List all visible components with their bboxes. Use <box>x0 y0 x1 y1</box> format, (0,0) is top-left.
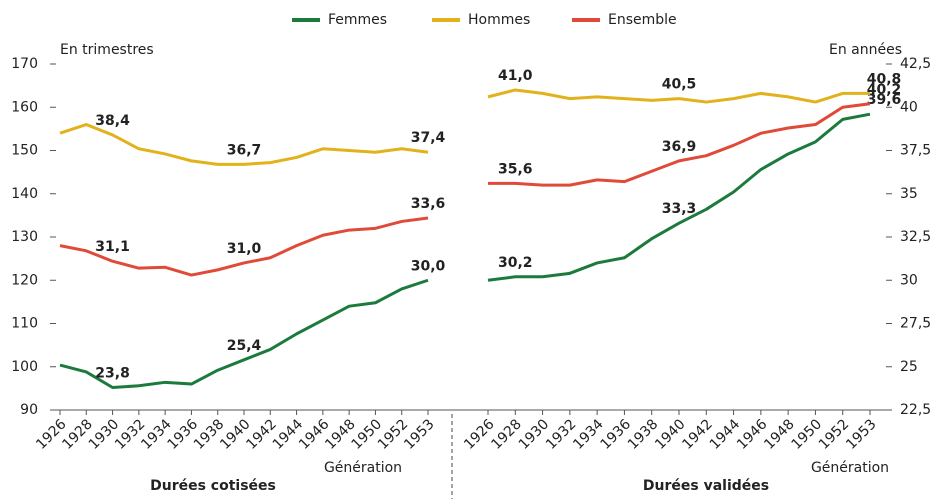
legend-label: Femmes <box>328 12 387 28</box>
y-tick-label: 90 <box>20 402 38 418</box>
x-tick-label: 1948 <box>761 416 798 453</box>
x-tick-label: 1928 <box>488 416 525 453</box>
x-tick-label: 1946 <box>734 416 771 453</box>
x-axis-label: Génération <box>811 460 889 476</box>
line-series <box>487 88 870 104</box>
x-tick-label: 1930 <box>516 416 553 453</box>
data-label: 40,2 <box>867 82 902 98</box>
legend-label: Hommes <box>468 12 530 28</box>
y2-tick-label: 37,5 <box>900 143 931 159</box>
x-tick-label: 1936 <box>598 416 635 453</box>
y2-tick-label: 27,5 <box>900 316 931 332</box>
x-tick-label: 1932 <box>543 416 580 453</box>
y-tick-label: 150 <box>11 143 38 159</box>
data-label: 33,6 <box>411 196 446 212</box>
data-label: 30,0 <box>411 258 446 274</box>
legend-label: Ensemble <box>608 12 677 28</box>
y2-tick-label: 35 <box>900 186 918 202</box>
data-label: 31,1 <box>95 239 130 255</box>
x-tick-label: 1938 <box>625 416 662 453</box>
y-tick-label: 160 <box>11 99 38 115</box>
line-series <box>59 123 429 166</box>
line-series <box>59 278 429 390</box>
data-label: 39,6 <box>867 92 902 108</box>
x-tick-label: 1952 <box>816 416 853 453</box>
x-axis-label: Génération <box>324 460 402 476</box>
panel-title: Durées cotisées <box>150 478 276 494</box>
y-tick-label: 100 <box>11 359 38 375</box>
y-tick-label: 120 <box>11 272 38 288</box>
data-label: 23,8 <box>95 366 130 382</box>
data-label: 30,2 <box>498 255 533 271</box>
line-series <box>59 216 429 277</box>
x-tick-label: 1953 <box>843 416 880 453</box>
y2-tick-label: 40 <box>900 99 918 115</box>
y2-tick-label: 25 <box>900 359 918 375</box>
y-axis-label: En trimestres <box>60 42 154 58</box>
y-tick-label: 110 <box>11 316 38 332</box>
data-label: 38,4 <box>95 113 130 129</box>
y-tick-label: 130 <box>11 229 38 245</box>
data-label: 37,4 <box>411 130 446 146</box>
data-label: 40,8 <box>867 71 902 87</box>
x-tick-label: 1940 <box>652 416 689 453</box>
x-tick-label: 1942 <box>679 416 716 453</box>
y2-tick-label: 42,5 <box>900 56 931 72</box>
panel-title: Durées validées <box>643 478 769 494</box>
line-series <box>487 112 871 282</box>
data-label: 40,5 <box>662 77 697 93</box>
data-label: 33,3 <box>662 201 697 217</box>
x-tick-label: 1944 <box>707 416 744 453</box>
x-tick-label: 1950 <box>789 416 826 453</box>
x-tick-label: 1926 <box>461 416 498 453</box>
y2-axis-label: En années <box>829 42 902 58</box>
line-series <box>488 102 871 187</box>
data-label: 35,6 <box>498 161 533 177</box>
x-tick-label: 1953 <box>401 416 438 453</box>
data-label: 36,9 <box>662 139 697 155</box>
y2-tick-label: 30 <box>900 272 918 288</box>
y-tick-label: 140 <box>11 186 38 202</box>
y-tick-label: 170 <box>11 56 38 72</box>
x-tick-label: 1934 <box>570 416 607 453</box>
data-label: 36,7 <box>227 142 262 158</box>
data-label: 31,0 <box>227 241 262 257</box>
data-label: 41,0 <box>498 68 533 84</box>
y2-tick-label: 32,5 <box>900 229 931 245</box>
data-label: 25,4 <box>227 338 262 354</box>
y2-tick-label: 22,5 <box>900 402 931 418</box>
